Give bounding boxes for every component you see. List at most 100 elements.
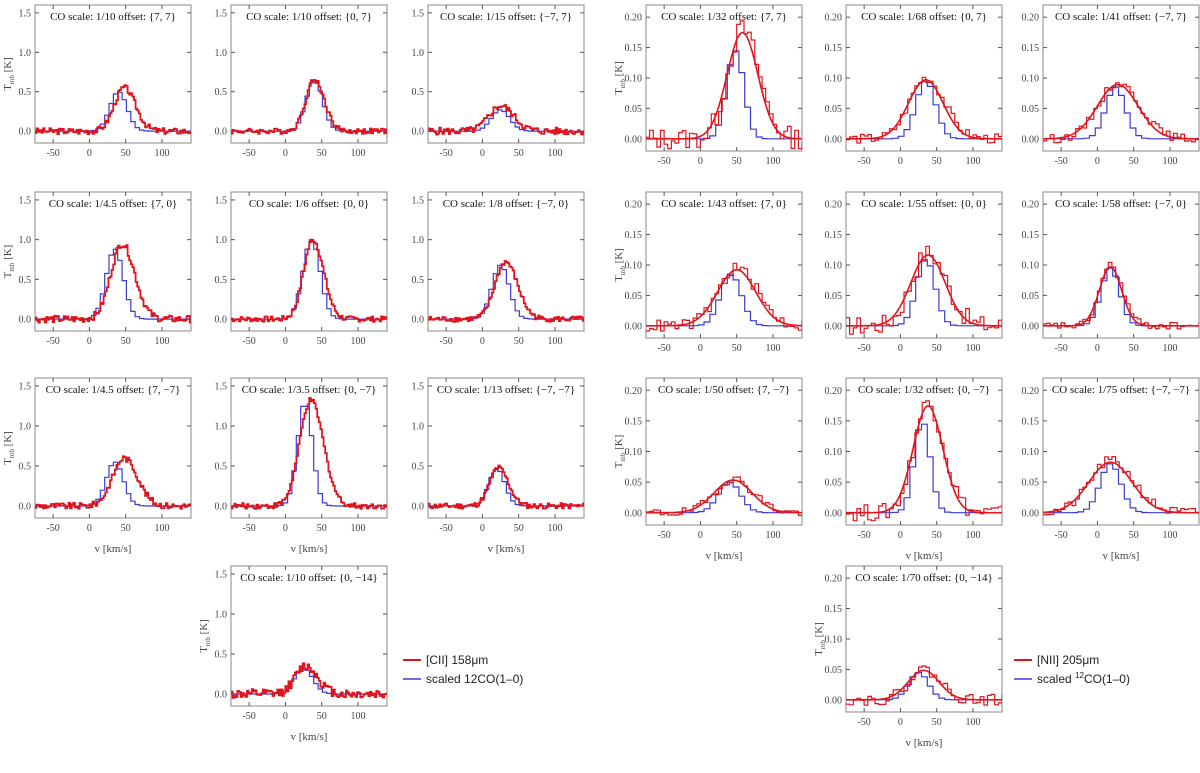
- y-tick-label: 0.05: [625, 478, 643, 489]
- plot-frame: [35, 192, 191, 331]
- co-spectrum: [428, 110, 585, 131]
- panel-title: CO scale: 1/32 offset: {0, −7}: [858, 384, 990, 396]
- legend-cii-co-label: scaled 12CO(1–0): [426, 672, 523, 686]
- y-tick-label: 0.5: [215, 275, 228, 286]
- x-tick-label: -50: [857, 717, 870, 728]
- plot-area: [646, 477, 806, 516]
- x-tick-label: -50: [242, 148, 255, 159]
- x-tick-label: -50: [242, 336, 255, 347]
- y-axis-label: Tmb [K]: [813, 622, 827, 656]
- co-spectrum: [846, 673, 1003, 700]
- y-tick-label: 0.0: [215, 502, 228, 513]
- line-spectrum: [846, 77, 1006, 143]
- x-tick-label: 50: [514, 523, 524, 534]
- plot-frame: [846, 5, 1002, 151]
- y-tick-label: 0.0: [215, 315, 228, 326]
- gaussian-fit: [846, 406, 1001, 513]
- plot-frame: [231, 566, 387, 706]
- co-spectrum: [428, 265, 585, 319]
- y-axis-label: Tmb [K]: [2, 245, 16, 279]
- y-tick-label: 1.0: [215, 422, 228, 433]
- x-tick-label: 100: [154, 336, 169, 347]
- x-tick-label: -50: [439, 148, 452, 159]
- panel-title: CO scale: 1/4.5 offset: {7, −7}: [46, 384, 181, 396]
- panel-title: CO scale: 1/58 offset: {−7, 0}: [1055, 198, 1187, 210]
- co-spectrum: [846, 82, 1003, 139]
- y-tick-label: 1.5: [215, 382, 228, 393]
- x-tick-label: 0: [1095, 156, 1100, 167]
- y-tick-label: 1.5: [215, 570, 228, 581]
- y-tick-label: 0.00: [1022, 508, 1040, 519]
- y-tick-label: 1.5: [215, 195, 228, 206]
- plot-frame: [846, 192, 1002, 338]
- y-tick-label: 0.10: [1022, 261, 1040, 272]
- panel-title: CO scale: 1/75 offset: {−7, −7}: [1052, 384, 1190, 396]
- x-tick-label: 100: [965, 530, 980, 541]
- x-tick-label: 100: [765, 530, 780, 541]
- y-tick-label: 0.5: [19, 462, 32, 473]
- panel-title: CO scale: 1/55 offset: {0, 0}: [861, 198, 987, 210]
- x-tick-label: 0: [283, 148, 288, 159]
- y-tick-label: 0.15: [1022, 230, 1040, 241]
- y-tick-label: 0.20: [1022, 200, 1040, 211]
- x-tick-label: 100: [350, 711, 365, 722]
- x-tick-label: -50: [1054, 530, 1067, 541]
- plot-frame: [35, 378, 191, 518]
- y-tick-label: 0.10: [625, 447, 643, 458]
- x-tick-label: -50: [46, 148, 59, 159]
- x-tick-label: -50: [242, 523, 255, 534]
- x-tick-label: -50: [46, 523, 59, 534]
- x-tick-label: 100: [965, 717, 980, 728]
- x-tick-label: 100: [1162, 343, 1177, 354]
- plot-area: [428, 466, 585, 509]
- x-tick-label: -50: [1054, 343, 1067, 354]
- plot-area: [646, 21, 806, 149]
- legend-nii: [NII] 205μm scaled 12CO(1–0): [1014, 653, 1130, 686]
- plot-frame: [1043, 5, 1199, 151]
- y-tick-label: 0.0: [412, 127, 425, 138]
- x-tick-label: 100: [547, 148, 562, 159]
- y-tick-label: 0.10: [825, 447, 843, 458]
- plot-area: [1043, 83, 1200, 143]
- x-tick-label: 0: [480, 148, 485, 159]
- plot-area: [1043, 262, 1200, 329]
- x-tick-label: 0: [698, 343, 703, 354]
- panel-title: CO scale: 1/10 offset: {0, 7}: [246, 11, 372, 23]
- x-tick-label: -50: [857, 530, 870, 541]
- x-tick-label: 100: [965, 156, 980, 167]
- x-tick-label: 0: [87, 148, 92, 159]
- plot-frame: [428, 378, 584, 518]
- y-tick-label: 0.0: [19, 127, 32, 138]
- x-tick-label: 100: [1162, 530, 1177, 541]
- x-axis-label: v [km/s]: [95, 543, 132, 555]
- line-spectrum: [231, 240, 387, 322]
- x-tick-label: 100: [350, 336, 365, 347]
- line-spectrum: [1043, 83, 1200, 143]
- x-tick-label: 100: [350, 148, 365, 159]
- co-spectrum: [646, 274, 803, 326]
- x-tick-label: 0: [87, 523, 92, 534]
- x-tick-label: -50: [46, 336, 59, 347]
- x-tick-label: 100: [765, 343, 780, 354]
- x-tick-label: 100: [765, 156, 780, 167]
- x-tick-label: -50: [1054, 156, 1067, 167]
- plot-area: [231, 663, 388, 698]
- legend-nii-co-label: scaled 12CO(1–0): [1037, 671, 1130, 686]
- y-tick-label: 1.0: [19, 48, 32, 59]
- co-spectrum: [231, 240, 388, 319]
- panel-title: CO scale: 1/3.5 offset: {0, −7}: [242, 384, 377, 396]
- x-tick-label: -50: [657, 343, 670, 354]
- x-tick-label: 100: [547, 523, 562, 534]
- gaussian-fit: [1043, 462, 1198, 512]
- y-tick-label: 1.5: [19, 195, 32, 206]
- panel-title: CO scale: 1/32 offset: {7, 7}: [661, 11, 787, 23]
- plot-area: [428, 105, 585, 135]
- co-spectrum: [35, 462, 192, 506]
- x-tick-label: -50: [857, 343, 870, 354]
- co-spectrum: [1043, 268, 1200, 326]
- y-tick-label: 0.5: [412, 275, 425, 286]
